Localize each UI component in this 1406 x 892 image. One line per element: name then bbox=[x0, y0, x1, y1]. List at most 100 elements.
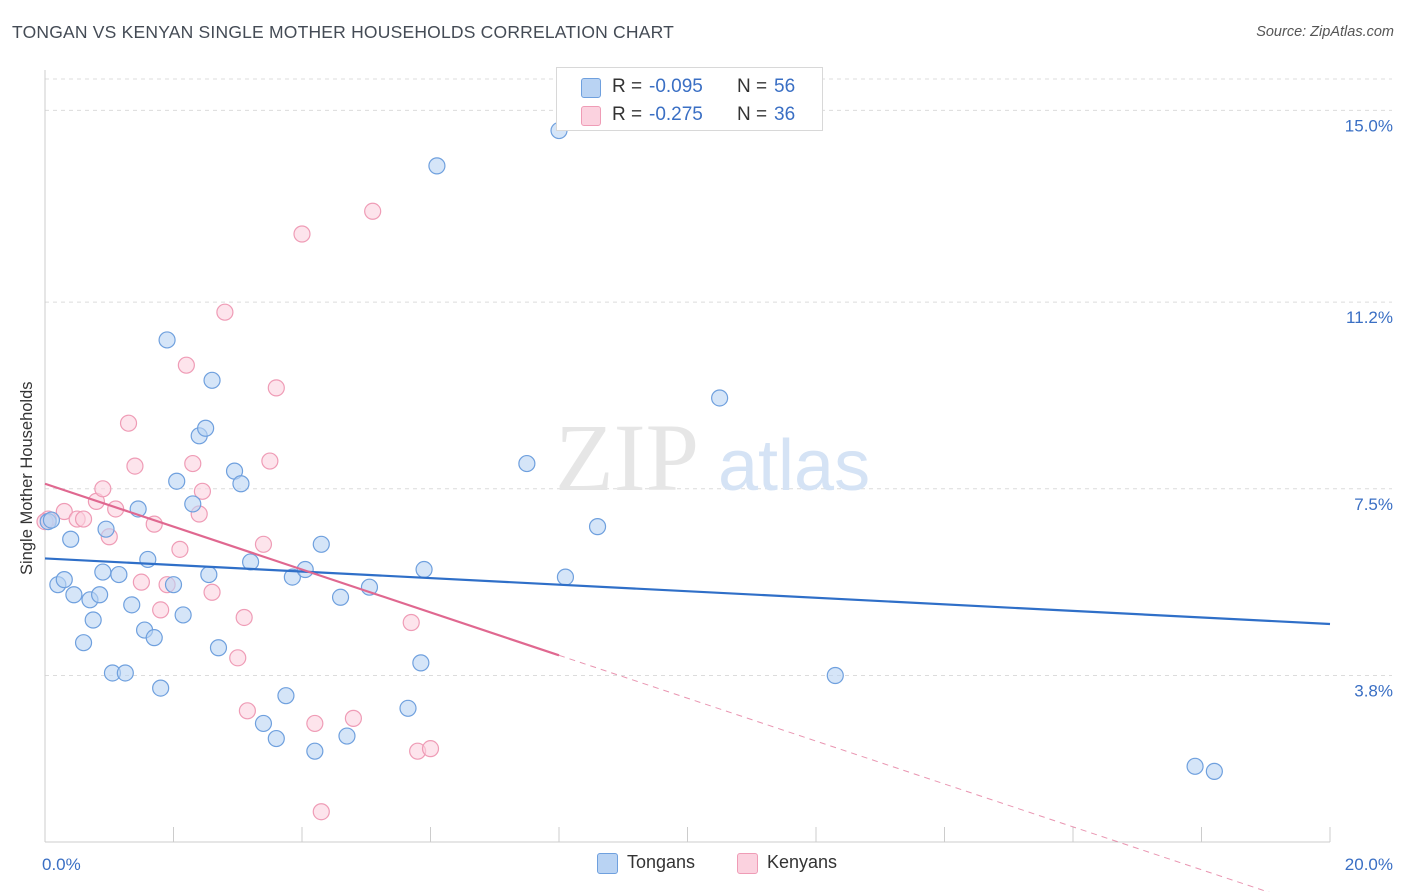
legend-label-tongans: Tongans bbox=[627, 852, 696, 872]
data-point-kenyans bbox=[312, 803, 330, 821]
watermark-zip: ZIP bbox=[555, 404, 699, 511]
data-point-kenyans bbox=[74, 510, 93, 528]
data-point-tongans bbox=[158, 331, 176, 349]
legend-swatch-tongans bbox=[597, 853, 618, 874]
data-point-kenyans bbox=[306, 714, 324, 733]
data-point-kenyans bbox=[261, 452, 279, 470]
legend-label-kenyans: Kenyans bbox=[767, 852, 838, 872]
legend-r-label: R = bbox=[612, 76, 643, 97]
data-point-kenyans bbox=[126, 457, 144, 475]
data-point-tongans bbox=[152, 679, 170, 697]
data-point-tongans bbox=[55, 571, 73, 589]
data-point-kenyans bbox=[171, 540, 189, 558]
data-point-tongans bbox=[254, 714, 273, 733]
data-point-tongans bbox=[91, 586, 109, 604]
trend-line-extension-kenyans bbox=[558, 654, 1270, 892]
data-point-tongans bbox=[174, 606, 192, 624]
data-point-tongans bbox=[65, 586, 83, 604]
data-point-tongans bbox=[116, 664, 134, 682]
data-point-kenyans bbox=[254, 535, 273, 553]
watermark-atlas: atlas bbox=[718, 426, 870, 506]
legend-r-value: -0.095 bbox=[649, 76, 703, 97]
legend-n-value: 56 bbox=[774, 76, 796, 97]
data-point-tongans bbox=[145, 629, 163, 647]
data-point-tongans bbox=[267, 729, 285, 748]
axes bbox=[44, 70, 1331, 843]
data-point-tongans bbox=[399, 699, 417, 717]
watermark: ZIP atlas bbox=[555, 404, 870, 511]
data-point-tongans bbox=[428, 157, 446, 175]
legend-swatch-kenyans bbox=[581, 106, 601, 126]
y-tick-label: 15.0% bbox=[1345, 116, 1393, 135]
data-point-tongans bbox=[123, 596, 141, 614]
data-point-tongans bbox=[338, 727, 356, 745]
data-point-tongans bbox=[1186, 757, 1204, 775]
data-point-kenyans bbox=[152, 601, 170, 619]
tick-labels: 3.8% 7.5% 11.2% 15.0% 0.0% 20.0% bbox=[42, 116, 1393, 874]
x-tick-label: 20.0% bbox=[1345, 855, 1393, 874]
data-point-tongans bbox=[556, 568, 575, 586]
data-point-kenyans bbox=[193, 482, 212, 500]
series-tongans-points bbox=[39, 121, 1223, 780]
data-point-kenyans bbox=[402, 613, 420, 632]
legend-r-value: -0.275 bbox=[649, 104, 703, 125]
data-point-kenyans bbox=[235, 608, 253, 627]
trend-lines bbox=[44, 482, 1331, 892]
data-point-tongans bbox=[826, 666, 844, 685]
chart-title: TONGAN VS KENYAN SINGLE MOTHER HOUSEHOLD… bbox=[12, 22, 674, 42]
data-point-kenyans bbox=[293, 225, 311, 243]
data-point-tongans bbox=[277, 687, 295, 705]
y-tick-label: 3.8% bbox=[1354, 681, 1393, 700]
legend-row-tongans: R = -0.095 N = 56 bbox=[557, 73, 822, 101]
data-point-tongans bbox=[197, 419, 215, 437]
y-tick-label: 11.2% bbox=[1346, 308, 1393, 327]
data-point-tongans bbox=[84, 611, 102, 629]
data-point-kenyans bbox=[94, 480, 112, 498]
data-point-tongans bbox=[331, 588, 350, 606]
data-point-tongans bbox=[110, 565, 128, 584]
series-kenyans-points bbox=[36, 202, 440, 821]
data-point-tongans bbox=[164, 576, 183, 594]
data-point-kenyans bbox=[177, 356, 195, 374]
data-point-tongans bbox=[209, 639, 228, 657]
y-tick-label: 7.5% bbox=[1354, 495, 1393, 514]
data-point-kenyans bbox=[267, 379, 285, 397]
trend-line-kenyans bbox=[44, 482, 560, 657]
data-point-kenyans bbox=[184, 454, 202, 473]
legend-swatch-tongans bbox=[581, 78, 601, 98]
legend-row-kenyans: R = -0.275 N = 36 bbox=[557, 101, 822, 129]
legend-n-label: N = bbox=[737, 104, 768, 125]
data-point-kenyans bbox=[216, 303, 234, 321]
data-point-kenyans bbox=[344, 709, 362, 727]
correlation-legend: R = -0.095 N = 56 R = -0.275 N = 36 bbox=[556, 67, 823, 131]
data-point-tongans bbox=[184, 495, 202, 513]
legend-swatch-kenyans bbox=[737, 853, 758, 874]
data-point-kenyans bbox=[229, 649, 247, 667]
data-point-tongans bbox=[412, 654, 430, 672]
data-point-kenyans bbox=[238, 702, 256, 720]
data-point-tongans bbox=[94, 563, 112, 581]
data-point-kenyans bbox=[203, 583, 221, 601]
data-point-tongans bbox=[168, 472, 186, 490]
data-point-tongans bbox=[74, 634, 93, 652]
data-point-tongans bbox=[97, 520, 115, 538]
data-point-kenyans bbox=[421, 740, 440, 758]
data-point-tongans bbox=[415, 560, 433, 579]
trend-line-tongans bbox=[44, 557, 1331, 626]
source-label: Source: ZipAtlas.com bbox=[1256, 24, 1394, 40]
data-point-tongans bbox=[42, 511, 61, 529]
legend-n-label: N = bbox=[737, 76, 768, 97]
data-point-tongans bbox=[306, 742, 324, 760]
data-point-tongans bbox=[62, 530, 80, 548]
grid-lines bbox=[45, 78, 1392, 676]
legend-n-value: 36 bbox=[774, 104, 796, 125]
data-point-tongans bbox=[232, 475, 250, 493]
legend-r-label: R = bbox=[612, 104, 643, 125]
data-point-tongans bbox=[711, 389, 729, 407]
data-point-tongans bbox=[200, 565, 218, 584]
data-point-tongans bbox=[1205, 762, 1223, 780]
data-point-kenyans bbox=[55, 502, 73, 521]
data-point-kenyans bbox=[145, 515, 163, 533]
x-tick-label: 0.0% bbox=[42, 855, 81, 874]
